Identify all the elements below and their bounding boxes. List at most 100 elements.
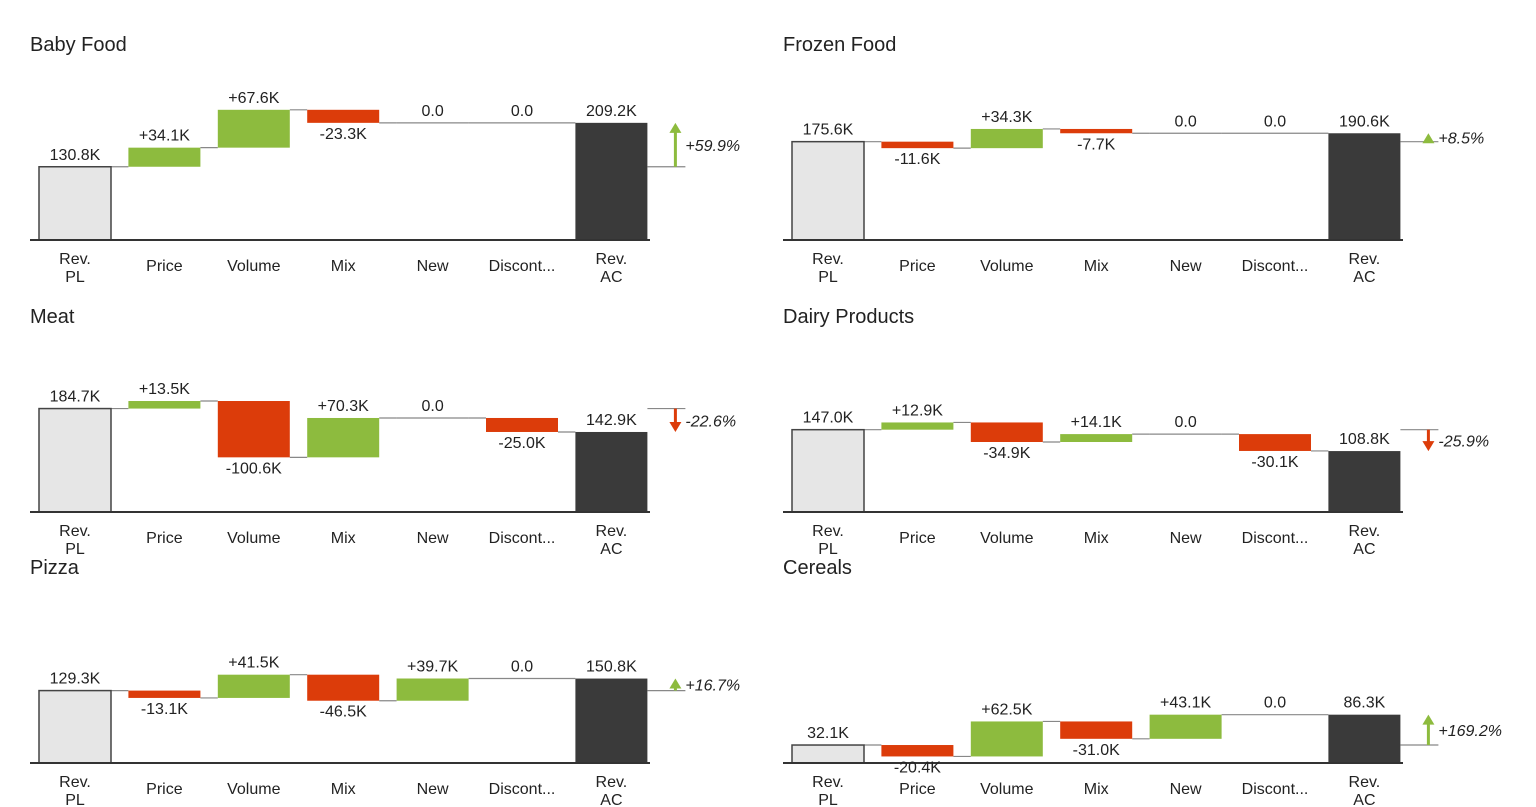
category-label: Rev. PL <box>812 523 844 558</box>
delta-arrow-head <box>1422 714 1435 725</box>
bar-increase <box>970 128 1043 149</box>
category-label: Volume <box>980 258 1033 275</box>
bar-decrease <box>486 417 558 432</box>
category-label-line: Mix <box>331 258 356 275</box>
waterfall-chart: 147.0K +12.9K -34.9K +14.1K 0.0 -30.1K 108.8K R… <box>783 402 1489 558</box>
category-label-line: Mix <box>1084 530 1109 547</box>
category-label: Discont... <box>1242 530 1309 547</box>
category-label: Price <box>146 781 183 798</box>
data-labels: 129.3K -13.1K +41.5K -46.5K +39.7K 0.0 150.8K <box>50 655 637 721</box>
bar-rev-ac <box>575 678 648 763</box>
category-label-line: New <box>1170 781 1202 798</box>
data-label: 147.0K <box>803 410 854 427</box>
bar-rev-pl <box>38 689 112 764</box>
category-label: Rev. PL <box>812 251 844 286</box>
bar-decrease <box>1060 721 1133 739</box>
data-label: +43.1K <box>1160 695 1211 712</box>
data-label: 0.0 <box>511 103 533 120</box>
waterfall-chart: 130.8K +34.1K +67.6K -23.3K 0.0 0.0 209.2K Rev.… <box>30 90 740 286</box>
category-label-line: Price <box>899 781 936 798</box>
category-label: Rev. AC <box>1349 774 1381 807</box>
chart-panel-baby-food: Baby Food 130.8K +34.1K +67.6K -23.3K 0.0 0.0… <box>30 34 770 286</box>
waterfall-chart: 32.1K -20.4K +62.5K -31.0K +43.1K 0.0 86.3K Rev… <box>783 695 1502 807</box>
data-labels: 130.8K +34.1K +67.6K -23.3K 0.0 0.0 209.2K <box>50 90 637 164</box>
bars <box>791 714 1401 764</box>
category-label-line: Rev. <box>596 523 628 540</box>
bar-decrease <box>217 401 290 458</box>
category-label-line: Rev. <box>59 774 91 791</box>
category-label-line: Volume <box>227 530 280 547</box>
bar-decrease <box>307 674 380 701</box>
category-label-line: Discont... <box>489 530 556 547</box>
category-label-line: PL <box>65 541 85 558</box>
category-label-line: AC <box>1353 541 1375 558</box>
category-label-line: New <box>417 530 449 547</box>
data-label: -100.6K <box>226 460 282 477</box>
category-label-line: Price <box>899 258 936 275</box>
data-label: +34.3K <box>981 109 1032 126</box>
category-label-line: Rev. <box>596 774 628 791</box>
category-label: Rev. AC <box>596 523 628 558</box>
data-label: 142.9K <box>586 412 637 429</box>
delta-indicator: +59.9% <box>647 122 740 168</box>
category-label: Mix <box>1084 258 1109 275</box>
bar-increase <box>1060 434 1133 442</box>
chart-panel-cereals: Cereals 32.1K -20.4K +62.5K -31.0K +43.1K 0.0… <box>783 557 1523 807</box>
category-label-line: Rev. <box>1349 523 1381 540</box>
bars <box>791 422 1401 513</box>
data-label: -46.5K <box>320 704 367 721</box>
category-label: Volume <box>227 781 280 798</box>
category-label: Rev. PL <box>59 523 91 558</box>
delta-label: -25.9% <box>1438 433 1489 450</box>
bar-increase <box>970 721 1043 757</box>
bars <box>38 109 648 241</box>
chart-title: Meat <box>30 306 75 328</box>
chart-panel-meat: Meat 184.7K +13.5K -100.6K +70.3K 0.0 -25.0K 1… <box>30 306 770 558</box>
category-label: Rev. PL <box>59 251 91 286</box>
data-label: +70.3K <box>318 398 369 415</box>
delta-arrow-head <box>669 122 682 133</box>
category-label: Volume <box>980 530 1033 547</box>
data-label: 0.0 <box>1264 695 1286 712</box>
category-label-line: Rev. <box>596 251 628 268</box>
category-label-line: AC <box>600 792 622 807</box>
bars <box>38 401 648 513</box>
category-label: Price <box>899 781 936 798</box>
category-label: Price <box>899 258 936 275</box>
category-label-line: New <box>417 781 449 798</box>
data-label: -13.1K <box>141 701 188 718</box>
waterfall-chart: 184.7K +13.5K -100.6K +70.3K 0.0 -25.0K 142.9K… <box>30 381 736 558</box>
category-label-line: Price <box>899 530 936 547</box>
category-label: Discont... <box>489 530 556 547</box>
bar-rev-ac <box>1328 133 1401 240</box>
data-label: 0.0 <box>421 103 443 120</box>
category-label: Mix <box>1084 781 1109 798</box>
category-label: Discont... <box>489 781 556 798</box>
category-label-line: AC <box>600 269 622 286</box>
data-label: 0.0 <box>1264 113 1286 130</box>
bar-increase <box>881 422 954 430</box>
data-labels: 175.6K -11.6K +34.3K -7.7K 0.0 0.0 190.6K <box>803 109 1390 168</box>
data-label: -20.4K <box>894 759 941 776</box>
category-label-line: Price <box>146 781 183 798</box>
data-label: -7.7K <box>1077 136 1116 153</box>
data-label: +62.5K <box>981 701 1032 718</box>
category-label: Volume <box>227 258 280 275</box>
category-label-line: New <box>1170 530 1202 547</box>
category-label-line: AC <box>600 541 622 558</box>
category-label: Rev. AC <box>1349 523 1381 558</box>
category-label-line: PL <box>818 541 838 558</box>
connector-lines <box>864 128 1329 149</box>
data-label: +12.9K <box>892 402 943 419</box>
bar-increase <box>307 417 380 458</box>
category-label: Price <box>899 530 936 547</box>
data-label: 150.8K <box>586 659 637 676</box>
delta-label: +59.9% <box>685 138 740 155</box>
delta-label: -22.6% <box>685 413 736 430</box>
delta-indicator: +16.7% <box>647 678 740 695</box>
category-label-line: AC <box>1353 792 1375 807</box>
delta-arrow-head <box>1422 441 1435 452</box>
